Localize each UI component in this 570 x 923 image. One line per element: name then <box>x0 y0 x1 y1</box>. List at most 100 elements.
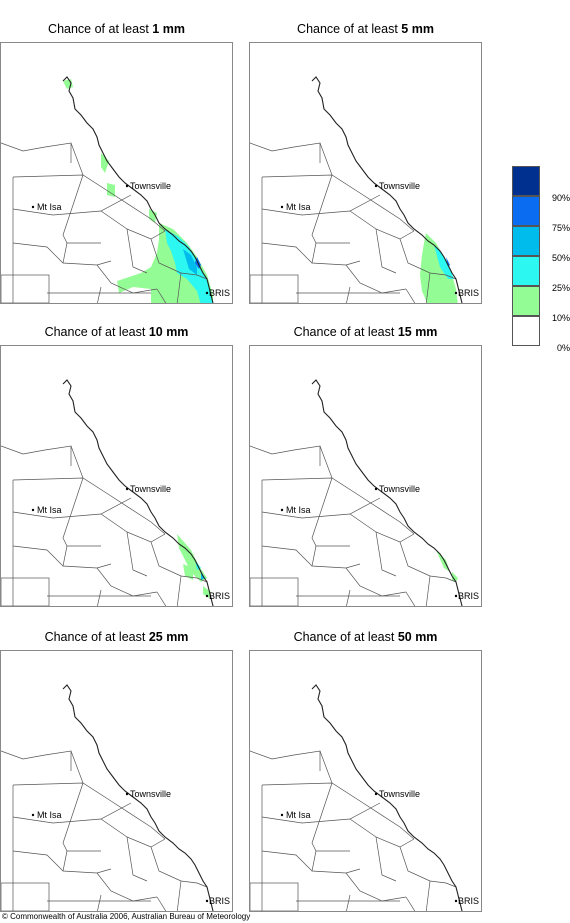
district-boundary <box>311 242 361 266</box>
district-boundary <box>375 228 397 274</box>
district-boundary <box>405 896 416 911</box>
district-boundary <box>261 802 381 824</box>
legend-label-10: 10% <box>551 313 570 323</box>
district-boundary <box>100 818 166 848</box>
map-5mm: Townsville Mt Isa BRIS <box>249 42 482 304</box>
city-marker <box>374 184 378 188</box>
map-10mm: Townsville Mt Isa BRIS <box>0 345 233 607</box>
district-boundary <box>349 513 415 543</box>
city-marker <box>205 291 209 295</box>
city-marker <box>454 594 458 598</box>
inset-box <box>250 882 299 911</box>
district-boundary <box>425 880 431 911</box>
district-boundary <box>359 495 415 535</box>
district-boundary <box>62 445 101 547</box>
city-label-bris: BRIS <box>458 591 479 601</box>
district-boundary <box>345 264 407 294</box>
map-15mm: Townsville Mt Isa BRIS <box>249 345 482 607</box>
city-label-townsville: Townsville <box>379 484 420 494</box>
inset-box <box>1 577 50 606</box>
city-label-bris: BRIS <box>209 591 230 601</box>
district-boundary <box>110 495 166 535</box>
district-boundary <box>1 445 72 466</box>
panel-title: Chance of at least 25 mm <box>44 630 189 644</box>
city-marker <box>374 487 378 491</box>
coastline <box>311 684 463 911</box>
city-marker <box>280 813 284 817</box>
district-boundary <box>311 850 361 874</box>
district-boundary <box>62 142 101 244</box>
legend-label-0: 0% <box>556 343 570 353</box>
district-boundary <box>375 531 397 577</box>
city-label-townsville: Townsville <box>130 789 171 799</box>
coastline <box>62 684 214 911</box>
district-boundary <box>150 846 208 888</box>
city-label-mt-isa: Mt Isa <box>286 505 311 515</box>
city-marker <box>125 184 129 188</box>
district-boundary <box>261 242 313 264</box>
district-boundary <box>12 242 64 264</box>
city-label-mt-isa: Mt Isa <box>37 202 62 212</box>
district-boundary <box>97 286 102 303</box>
district-boundary <box>399 846 457 888</box>
district-boundary <box>261 850 313 872</box>
legend-swatch-25 <box>512 256 540 286</box>
district-boundary <box>96 264 158 294</box>
coastline <box>62 379 214 606</box>
district-boundary <box>399 541 457 583</box>
legend-swatch-90 <box>512 166 540 196</box>
district-boundary <box>12 802 132 824</box>
district-boundary <box>12 194 132 216</box>
coastline <box>311 76 463 303</box>
rain-probability-area <box>63 79 73 89</box>
district-boundary <box>97 894 102 911</box>
rain-probability-area <box>452 572 458 582</box>
city-marker <box>125 792 129 796</box>
district-boundary <box>250 445 321 466</box>
district-boundary <box>1 750 72 771</box>
city-marker <box>31 813 35 817</box>
legend-label-75: 75% <box>551 223 570 233</box>
city-label-mt-isa: Mt Isa <box>286 810 311 820</box>
city-marker <box>454 899 458 903</box>
panel-title: Chance of at least 10 mm <box>44 325 189 339</box>
district-boundary <box>405 288 416 303</box>
district-boundary <box>100 210 166 240</box>
coastline <box>311 379 463 606</box>
legend-label-25: 25% <box>551 283 570 293</box>
district-boundary <box>261 497 381 519</box>
panel-title: Chance of at least 15 mm <box>293 325 438 339</box>
district-boundary <box>250 750 321 771</box>
city-marker <box>205 594 209 598</box>
city-marker <box>31 205 35 209</box>
legend-label-90: 90% <box>551 193 570 203</box>
panel-title: Chance of at least 50 mm <box>293 630 438 644</box>
district-boundary <box>346 894 351 911</box>
district-boundary <box>345 872 407 902</box>
rain-probability-area <box>420 233 458 303</box>
district-boundary <box>126 531 148 577</box>
district-boundary <box>176 575 182 606</box>
city-label-bris: BRIS <box>209 288 230 298</box>
rain-probability-area <box>183 564 193 580</box>
panel-title: Chance of at least 1 mm <box>48 22 185 36</box>
district-boundary <box>261 194 381 216</box>
city-label-mt-isa: Mt Isa <box>286 202 311 212</box>
rain-probability-area <box>446 257 450 267</box>
district-boundary <box>349 818 415 848</box>
district-boundary <box>311 750 350 852</box>
district-boundary <box>12 782 112 802</box>
district-boundary <box>425 575 431 606</box>
city-marker <box>31 508 35 512</box>
district-boundary <box>62 750 101 852</box>
legend-swatch-75 <box>512 196 540 226</box>
map-1mm: Townsville Mt Isa BRIS <box>0 42 233 304</box>
district-boundary <box>311 545 361 569</box>
district-boundary <box>126 228 148 274</box>
legend-swatch-50 <box>512 226 540 256</box>
district-boundary <box>311 445 350 547</box>
district-boundary <box>311 142 350 244</box>
district-boundary <box>12 477 112 497</box>
district-boundary <box>12 174 112 194</box>
district-boundary <box>176 272 182 303</box>
